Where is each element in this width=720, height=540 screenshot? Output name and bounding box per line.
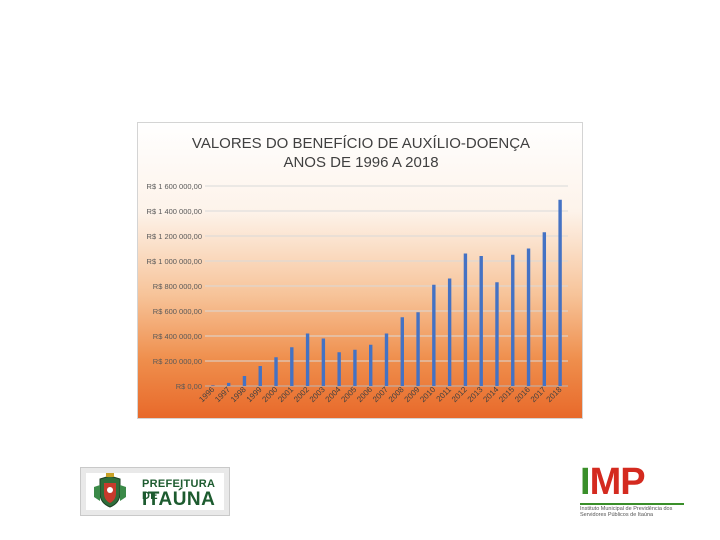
- bar: [511, 254, 515, 386]
- bar: [290, 347, 294, 386]
- itauna-coat-of-arms-icon: [94, 473, 126, 508]
- x-tick-label: 2008: [387, 385, 406, 404]
- logo-left-line-1: PREFEITURA DE: [142, 478, 215, 502]
- y-tick-label: R$ 200 000,00: [153, 357, 202, 366]
- bar: [384, 333, 389, 386]
- logo-left-line-2: ITAÚNA: [142, 489, 216, 510]
- x-tick-label: 1999: [245, 385, 264, 404]
- x-tick-label: 2004: [324, 385, 343, 404]
- x-tick-label: 2015: [497, 385, 516, 404]
- bar: [447, 278, 452, 386]
- y-tick-label: R$ 1 600 000,00: [147, 182, 202, 191]
- x-tick-label: 1997: [213, 385, 232, 404]
- logo-left-background: PREFEITURA DE ITAÚNA: [86, 473, 224, 510]
- y-tick-label: R$ 0,00: [176, 382, 202, 391]
- prefeitura-itauna-logo: PREFEITURA DE ITAÚNA: [80, 467, 230, 516]
- bar: [337, 352, 341, 386]
- imp-logo-mp: MP: [589, 461, 646, 503]
- bar: [416, 312, 420, 386]
- x-tick-label: 2011: [435, 385, 454, 404]
- x-tick-label: 2010: [418, 385, 437, 404]
- bar: [495, 282, 499, 386]
- x-tick-label: 2005: [339, 385, 358, 404]
- y-tick-label: R$ 400 000,00: [153, 332, 202, 341]
- imp-logo-divider: [580, 503, 684, 505]
- bar: [321, 338, 326, 386]
- x-tick-label: 2002: [292, 385, 311, 404]
- y-tick-label: R$ 1 400 000,00: [147, 207, 202, 216]
- x-tick-label: 2003: [308, 385, 327, 404]
- bar: [242, 376, 247, 386]
- bar: [542, 232, 547, 386]
- bar: [526, 248, 531, 386]
- x-tick-label: 2001: [276, 385, 295, 404]
- imp-logo-subtitle: Instituto Municipal de Previdência dos S…: [580, 506, 673, 518]
- chart-frame: VALORES DO BENEFÍCIO DE AUXÍLIO-DOENÇA A…: [137, 122, 583, 419]
- bar: [463, 253, 468, 386]
- x-tick-label: 2013: [466, 385, 485, 404]
- bar: [226, 382, 231, 386]
- x-tick-label: 2014: [481, 385, 500, 404]
- x-tick-label: 2009: [403, 385, 422, 404]
- bar: [558, 199, 562, 386]
- x-tick-label: 2006: [355, 385, 374, 404]
- x-tick-label: 2007: [371, 385, 390, 404]
- chart-title-line-1: VALORES DO BENEFÍCIO DE AUXÍLIO-DOENÇA: [191, 135, 531, 152]
- x-tick-label: 2016: [513, 385, 532, 404]
- bar: [353, 349, 357, 386]
- x-tick-label: 2017: [529, 385, 548, 404]
- bar: [432, 284, 436, 386]
- chart-title-line-2: ANOS DE 1996 A 2018: [283, 154, 439, 171]
- bar: [211, 385, 215, 386]
- bar: [305, 333, 310, 386]
- x-tick-label: 2000: [260, 385, 279, 404]
- y-tick-label: R$ 800 000,00: [153, 282, 202, 291]
- x-tick-label: 1998: [229, 385, 248, 404]
- imp-logo-letters: IMP: [580, 461, 646, 503]
- imp-logo: IMP Instituto Municipal de Previdência d…: [576, 462, 686, 522]
- y-tick-label: R$ 1 200 000,00: [147, 232, 202, 241]
- y-tick-label: R$ 1 000 000,00: [147, 257, 202, 266]
- y-tick-label: R$ 600 000,00: [153, 307, 202, 316]
- bar-chart-plot: R$ 0,00 R$ 200 000,00 R$ 400 000,00 R$ 600 …: [147, 182, 568, 404]
- bar: [369, 344, 373, 386]
- bar: [479, 256, 483, 386]
- bar: [258, 366, 262, 386]
- imp-logo-i: I: [580, 461, 591, 503]
- bar: [274, 357, 278, 386]
- x-tick-label: 2018: [545, 385, 564, 404]
- x-tick-label: 2012: [450, 385, 469, 404]
- bar: [400, 317, 404, 386]
